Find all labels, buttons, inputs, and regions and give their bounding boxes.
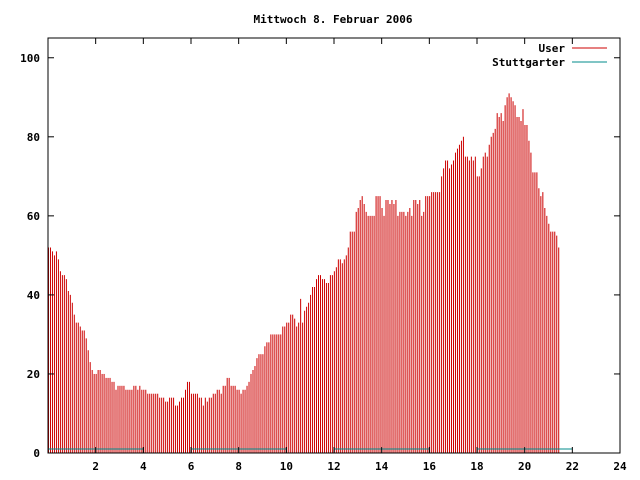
y-tick-label: 80 — [27, 131, 40, 144]
x-tick-label: 16 — [423, 460, 437, 473]
x-tick-label: 22 — [566, 460, 579, 473]
x-tick-label: 20 — [518, 460, 531, 473]
user-bars — [48, 93, 560, 453]
x-tick-label: 14 — [375, 460, 389, 473]
y-tick-label: 40 — [27, 289, 40, 302]
x-tick-label: 2 — [92, 460, 99, 473]
legend: User Stuttgarter — [492, 42, 607, 69]
y-tick-label: 20 — [27, 368, 40, 381]
y-tick-label: 100 — [20, 52, 40, 65]
x-tick-label: 12 — [327, 460, 340, 473]
x-tick-label: 10 — [280, 460, 293, 473]
y-tick-label: 60 — [27, 210, 40, 223]
x-tick-label: 18 — [470, 460, 483, 473]
x-tick-label: 8 — [235, 460, 242, 473]
y-tick-label: 0 — [33, 447, 40, 460]
legend-label-stuttgarter: Stuttgarter — [492, 56, 565, 69]
x-tick-label: 4 — [140, 460, 147, 473]
x-tick-label: 24 — [613, 460, 627, 473]
chart-title: Mittwoch 8. Februar 2006 — [254, 13, 413, 26]
x-tick-label: 6 — [188, 460, 195, 473]
legend-label-user: User — [539, 42, 566, 55]
